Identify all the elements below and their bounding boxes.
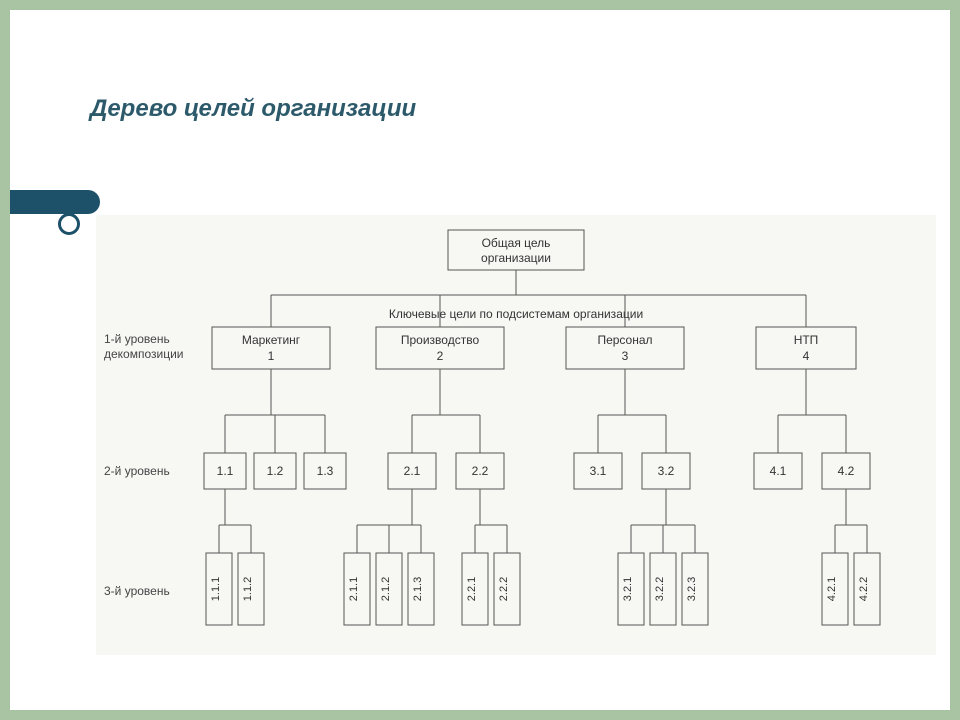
conn-p21 — [357, 489, 421, 553]
l3-212-t: 2.1.2 — [380, 577, 392, 601]
l3-323-t: 3.2.3 — [686, 577, 698, 601]
l2-31-t: 3.1 — [590, 464, 607, 478]
l2-13-t: 1.3 — [317, 464, 334, 478]
conn-l1-4 — [778, 369, 846, 453]
conn-p22 — [475, 489, 507, 553]
side-l1a: 1-й уровень — [104, 332, 170, 346]
header-l1: Ключевые цели по подсистемам организации — [389, 307, 643, 321]
l1-3-num: 3 — [622, 349, 629, 363]
l3-222-t: 2.2.2 — [498, 577, 510, 601]
l2-42-t: 4.2 — [838, 464, 855, 478]
slide-title: Дерево целей организации — [90, 95, 416, 123]
l3-112-t: 1.1.2 — [242, 577, 254, 601]
l1-4-name: НТП — [794, 333, 819, 347]
l2-12-t: 1.2 — [267, 464, 284, 478]
conn-p32 — [631, 489, 695, 553]
side-l3: 3-й уровень — [104, 584, 170, 598]
goals-tree-diagram: Общая цель организации Ключевые цели по … — [96, 215, 936, 655]
l2-11-t: 1.1 — [217, 464, 234, 478]
l3-211-t: 2.1.1 — [348, 577, 360, 601]
l1-2-num: 2 — [437, 349, 444, 363]
conn-l1-2 — [412, 369, 480, 453]
side-l2: 2-й уровень — [104, 464, 170, 478]
l1-1-num: 1 — [268, 349, 275, 363]
l2-21-t: 2.1 — [404, 464, 421, 478]
l3-221-t: 2.2.1 — [466, 577, 478, 601]
l3-422-t: 4.2.2 — [858, 577, 870, 601]
l3-111-t: 1.1.1 — [210, 577, 222, 601]
accent-bullet — [58, 213, 80, 235]
l3-421-t: 4.2.1 — [826, 577, 838, 601]
l3-322-t: 3.2.2 — [654, 577, 666, 601]
slide: Дерево целей организации Общая цель орга… — [10, 10, 950, 710]
conn-l1-3 — [598, 369, 666, 453]
l3-213-t: 2.1.3 — [412, 577, 424, 601]
l1-1-name: Маркетинг — [242, 333, 301, 347]
conn-p11 — [219, 489, 251, 553]
l2-32-t: 3.2 — [658, 464, 675, 478]
l2-41-t: 4.1 — [770, 464, 787, 478]
conn-p42 — [835, 489, 867, 553]
root-l2: организации — [481, 251, 551, 265]
l1-2-name: Производство — [401, 333, 480, 347]
conn-l1-1 — [225, 369, 325, 453]
side-l1b: декомпозиции — [104, 347, 184, 361]
l2-22-t: 2.2 — [472, 464, 489, 478]
l1-4-num: 4 — [803, 349, 810, 363]
accent-bar — [10, 190, 100, 214]
l1-3-name: Персонал — [597, 333, 652, 347]
l3-321-t: 3.2.1 — [622, 577, 634, 601]
root-l1: Общая цель — [482, 236, 551, 250]
